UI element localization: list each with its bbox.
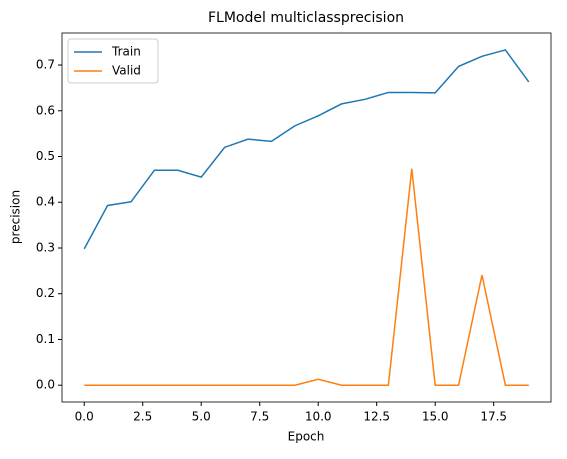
legend-box [67, 38, 159, 84]
y-tick-label: 0.3 [36, 240, 55, 254]
x-tick-label: 0.0 [75, 410, 94, 424]
x-tick-label: 17.5 [480, 410, 507, 424]
x-tick-label: 15.0 [422, 410, 449, 424]
y-tick-label: 0.2 [36, 286, 55, 300]
legend-label: Valid [112, 64, 141, 78]
x-tick-label: 2.5 [133, 410, 152, 424]
series-line [83, 49, 530, 250]
y-tick-label: 0.0 [36, 378, 55, 392]
series-line [84, 168, 529, 386]
x-tick-label: 7.5 [250, 410, 269, 424]
y-tick-label: 0.4 [36, 195, 55, 209]
x-tick-label: 5.0 [192, 410, 211, 424]
x-axis-label: Epoch [288, 430, 325, 444]
y-tick-label: 0.1 [36, 332, 55, 346]
y-tick-label: 0.7 [36, 58, 55, 72]
y-axis-label: precision [9, 190, 23, 244]
plot-frame [61, 32, 552, 403]
x-tick-label: 10.0 [305, 410, 332, 424]
y-tick-label: 0.5 [36, 149, 55, 163]
legend-label: Train [111, 45, 141, 59]
x-tick-label: 12.5 [363, 410, 390, 424]
y-tick-label: 0.6 [36, 103, 55, 117]
chart-title: FLModel multiclassprecision [208, 10, 404, 26]
